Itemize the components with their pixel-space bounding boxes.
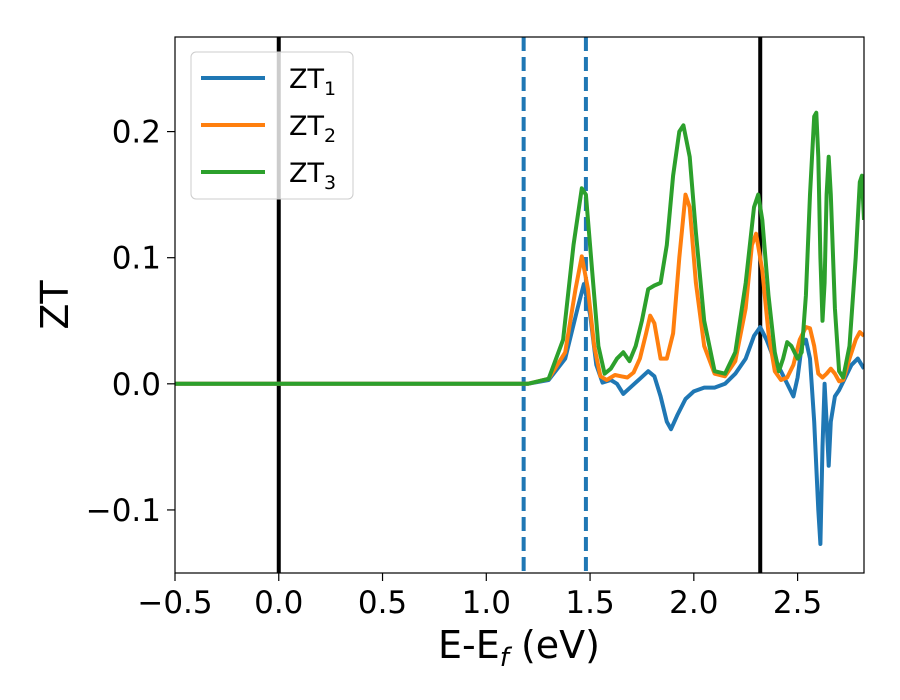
plot-frame [174, 36, 865, 574]
series-lines [175, 110, 864, 546]
x-tick-label: −0.5 [137, 585, 212, 621]
x-tick-label: 0.5 [358, 585, 407, 621]
y-axis-label: ZT [33, 280, 77, 330]
legend-label-1: ZT1 [289, 64, 336, 100]
series-line-2 [175, 192, 864, 386]
x-tick-label: 1.0 [462, 585, 511, 621]
x-tick-label: 2.0 [669, 585, 718, 621]
legend-label-2: ZT2 [289, 111, 336, 147]
x-axis-label: E-Ef (eV) [438, 623, 600, 673]
y-tick-label: −0.1 [86, 493, 161, 529]
legend-label-3: ZT3 [289, 158, 336, 194]
y-tick-label: 0.2 [112, 115, 161, 151]
x-axis-ticks: −0.5 0.0 0.5 1.0 1.5 2.0 2.5 [137, 573, 822, 621]
y-tick-label: 0.1 [112, 241, 161, 277]
legend: ZT1 ZT2 ZT3 [190, 51, 354, 200]
x-tick-label: 2.5 [773, 585, 822, 621]
reference-lines [276, 37, 763, 573]
legend-box [190, 51, 354, 200]
y-axis-ticks: −0.1 0.0 0.1 0.2 [86, 115, 175, 529]
x-tick-label: 1.5 [565, 585, 614, 621]
y-tick-label: 0.0 [112, 367, 161, 403]
series-line-3 [175, 110, 864, 386]
x-tick-label: 0.0 [254, 585, 303, 621]
